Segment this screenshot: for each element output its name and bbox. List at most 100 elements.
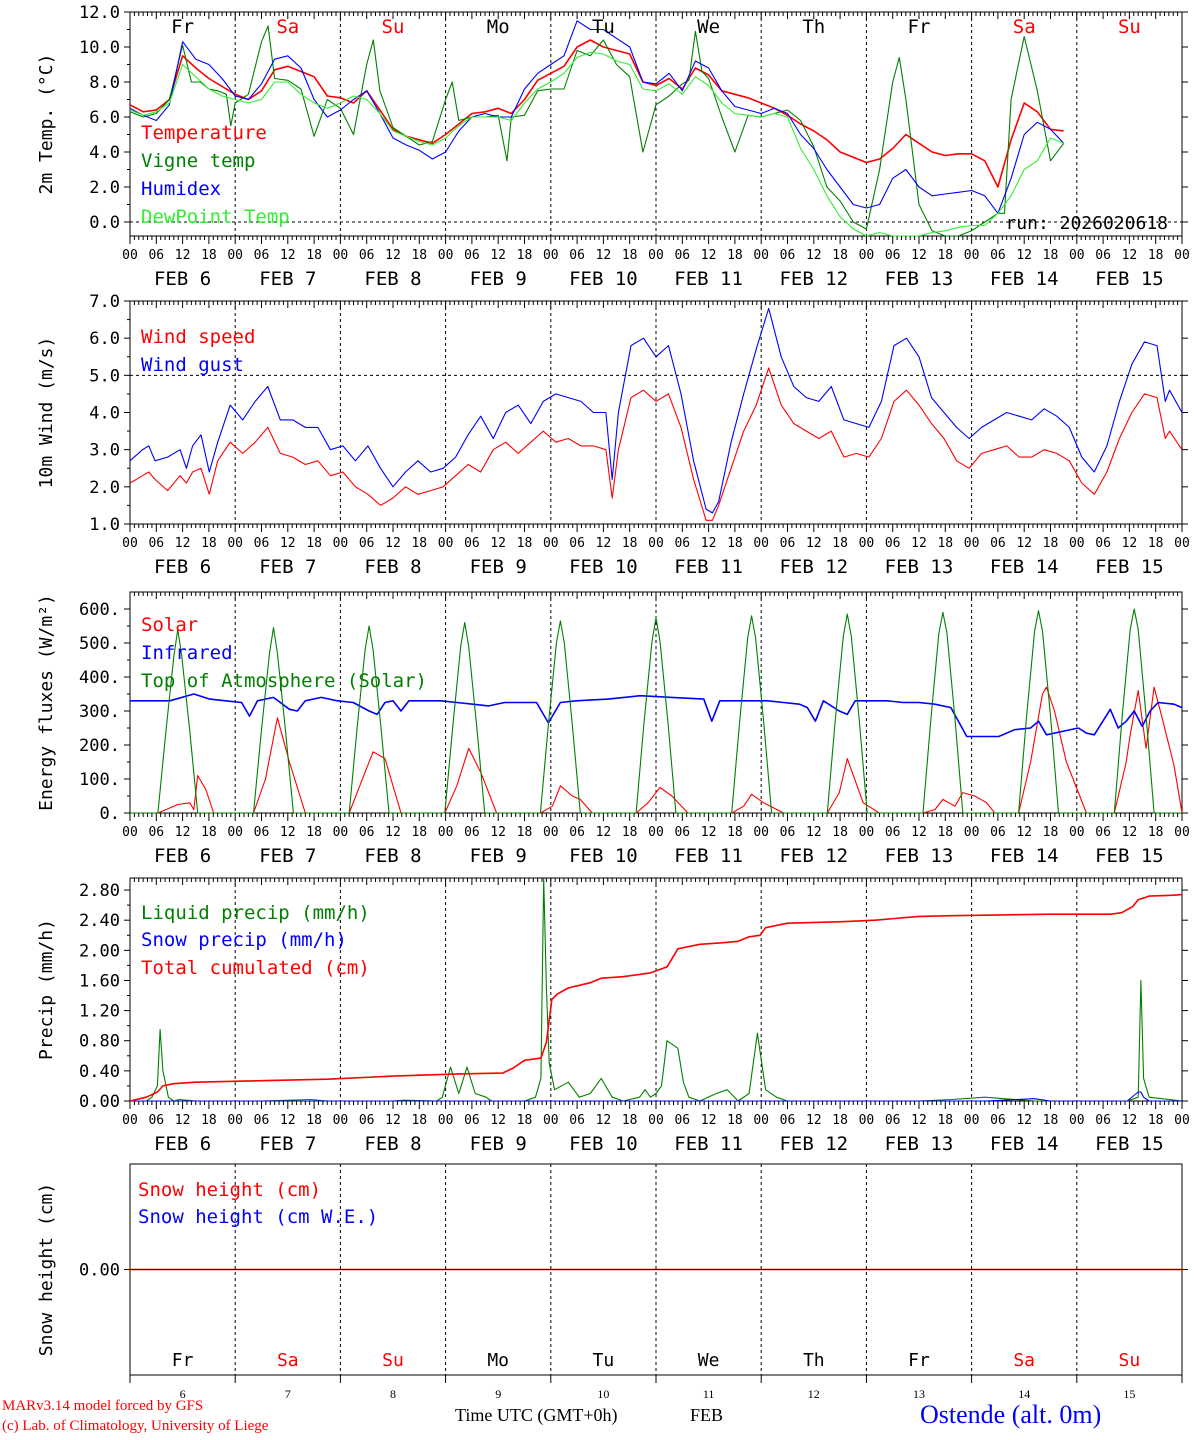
hour-label: 18 [1043,1113,1059,1128]
hour-label: 00 [227,825,243,840]
hour-label: 00 [1069,536,1085,551]
hour-label: 06 [674,825,690,840]
y-tick-label: 2.00 [79,941,120,961]
date-label: FEB 6 [154,845,211,867]
weekday-label: Th [803,1350,825,1371]
weekday-label: We [698,1350,720,1371]
hour-label: 12 [911,248,927,263]
hour-label: 12 [280,825,296,840]
hour-label: 18 [411,248,427,263]
y-tick-label: 4.0 [89,404,120,424]
hour-label: 12 [385,248,401,263]
y-tick-label: 0.0 [89,213,120,233]
date-label: FEB 7 [259,845,316,867]
date-label: FEB 13 [885,1133,954,1155]
hour-label: 18 [517,536,533,551]
date-label: FEB 13 [885,845,954,867]
y-axis-title: 2m Temp. (°C) [36,54,57,195]
y-tick-label: 100. [79,770,120,790]
date-label: FEB 8 [364,845,421,867]
hour-label: 06 [885,1113,901,1128]
day-number-label: 10 [597,1387,609,1401]
hour-label: 12 [385,1113,401,1128]
y-axis-title: Precip (mm/h) [36,919,57,1060]
hour-label: 18 [306,1113,322,1128]
date-label: FEB 14 [990,268,1059,290]
day-number-label: 8 [390,1387,396,1401]
hour-label: 06 [780,825,796,840]
credit-line-1: MARv3.14 model forced by GFS [2,1398,204,1414]
hour-label: 18 [517,1113,533,1128]
day-number-label: 14 [1018,1387,1030,1401]
day-number-label: 13 [913,1387,925,1401]
series-line-wind-gust [129,307,1183,514]
date-label: FEB 12 [779,845,848,867]
y-tick-label: 8.0 [89,73,120,93]
weekday-label: Fr [908,1350,930,1371]
hour-label: 18 [832,248,848,263]
y-axis-title: Snow height (cm) [36,1183,57,1356]
hour-label: 12 [1122,1113,1138,1128]
legend-entry: Total cumulated (cm) [141,957,370,979]
hour-label: 06 [674,248,690,263]
y-tick-label: 6.0 [89,329,120,349]
hour-label: 06 [990,825,1006,840]
y-axis-title: 10m Wind (m/s) [36,337,57,489]
day-number-label: 12 [808,1387,820,1401]
date-label: FEB 10 [569,845,638,867]
date-label: FEB 10 [569,556,638,578]
hour-label: 12 [1016,536,1032,551]
hour-label: 12 [596,825,612,840]
hour-label: 12 [1122,536,1138,551]
hour-label: 12 [596,1113,612,1128]
hour-label: 00 [1174,536,1190,551]
series-line-humidex [129,20,1065,214]
hour-label: 06 [885,825,901,840]
hour-label: 12 [175,536,191,551]
hour-label: 12 [385,825,401,840]
hour-label: 12 [490,536,506,551]
hour-label: 18 [937,825,953,840]
series-line-wind-speed [129,367,1183,521]
hour-label: 00 [543,248,559,263]
legend-entry: Infrared [141,642,233,664]
hour-label: 12 [701,248,717,263]
hour-label: 00 [438,536,454,551]
y-tick-label: 7.0 [89,292,120,312]
hour-label: 00 [859,1113,875,1128]
hour-label: 00 [333,825,349,840]
hour-label: 12 [911,536,927,551]
hour-label: 12 [1016,248,1032,263]
hour-label: 06 [359,536,375,551]
hour-label: 12 [911,825,927,840]
hour-label: 06 [674,1113,690,1128]
legend-entry: Snow height (cm W.E.) [138,1206,378,1228]
hour-label: 18 [622,536,638,551]
weekday-label: Fr [172,1350,194,1371]
hour-label: 06 [148,536,164,551]
hour-label: 12 [1016,825,1032,840]
hour-label: 12 [175,1113,191,1128]
date-label: FEB 13 [885,556,954,578]
hour-label: 00 [859,248,875,263]
hour-label: 06 [1095,248,1111,263]
date-label: FEB 11 [674,556,743,578]
date-label: FEB 13 [885,268,954,290]
y-tick-label: 2.40 [79,911,120,931]
hour-label: 00 [964,825,980,840]
legend-entry: Top of Atmosphere (Solar) [141,670,427,692]
hour-label: 00 [122,536,138,551]
hour-label: 00 [543,1113,559,1128]
hour-label: 00 [227,1113,243,1128]
hour-label: 06 [254,536,270,551]
y-tick-label: 0.40 [79,1062,120,1082]
hour-label: 06 [990,1113,1006,1128]
hour-label: 12 [280,536,296,551]
weekday-label: Su [1119,1350,1141,1371]
hour-label: 18 [727,536,743,551]
y-tick-label: 3.0 [89,441,120,461]
weekday-label: Sa [1013,1350,1035,1371]
date-label: FEB 12 [779,1133,848,1155]
hour-label: 00 [1069,248,1085,263]
hour-label: 18 [306,825,322,840]
